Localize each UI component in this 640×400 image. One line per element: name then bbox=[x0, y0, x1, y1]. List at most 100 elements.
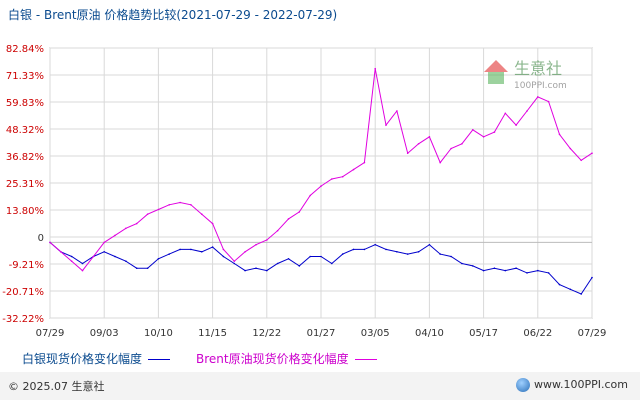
x-tick-label: 05/17 bbox=[469, 328, 498, 339]
data-point bbox=[547, 272, 550, 274]
x-tick-label: 07/29 bbox=[578, 328, 607, 339]
data-point bbox=[472, 129, 474, 131]
data-point bbox=[135, 222, 138, 225]
data-point bbox=[537, 96, 539, 98]
data-point bbox=[515, 267, 517, 270]
data-point bbox=[103, 241, 105, 244]
data-point bbox=[266, 239, 268, 241]
data-point bbox=[352, 248, 355, 251]
y-tick-label: -32.22% bbox=[2, 314, 44, 325]
data-point bbox=[309, 194, 312, 197]
data-point bbox=[201, 213, 203, 215]
data-point bbox=[201, 251, 203, 253]
data-point bbox=[70, 255, 73, 258]
legend-item-brent: Brent原油现货价格变化幅度 bbox=[196, 350, 377, 367]
data-point bbox=[450, 255, 452, 258]
data-point bbox=[385, 248, 387, 251]
data-point bbox=[157, 258, 160, 260]
footer: © 2025.07 生意社 www.100PPI.com bbox=[0, 372, 640, 400]
footer-website[interactable]: www.100PPI.com bbox=[516, 378, 628, 392]
data-point bbox=[309, 255, 312, 258]
data-point bbox=[352, 168, 355, 171]
data-point bbox=[385, 124, 387, 126]
data-point bbox=[146, 267, 149, 270]
data-point bbox=[114, 234, 116, 237]
y-tick-label: 48.32% bbox=[6, 125, 44, 136]
data-point bbox=[417, 143, 420, 145]
data-point bbox=[417, 251, 420, 253]
x-tick-label: 12/22 bbox=[252, 328, 281, 339]
footer-copyright: © 2025.07 生意社 bbox=[8, 380, 105, 393]
data-point bbox=[396, 251, 398, 253]
y-tick-label: 13.80% bbox=[6, 206, 44, 217]
x-tick-label: 10/10 bbox=[144, 328, 173, 339]
x-tick-label: 06/22 bbox=[523, 328, 552, 339]
watermark-url: 100PPI.com bbox=[514, 81, 567, 91]
chart-title: 白银 - Brent原油 价格趋势比较(2021-07-29 - 2022-07… bbox=[8, 8, 338, 22]
data-point bbox=[60, 251, 62, 253]
data-point bbox=[190, 204, 192, 206]
data-point bbox=[233, 262, 236, 265]
data-point bbox=[341, 253, 344, 255]
data-point bbox=[331, 178, 333, 180]
watermark-name: 生意社 bbox=[514, 59, 562, 78]
data-point bbox=[125, 227, 127, 230]
data-point bbox=[406, 152, 409, 154]
y-tick-label: 71.33% bbox=[6, 71, 44, 82]
data-point bbox=[591, 276, 593, 279]
y-tick-label: 0 bbox=[38, 233, 44, 244]
data-point bbox=[168, 204, 170, 206]
data-point bbox=[135, 267, 138, 270]
data-point bbox=[504, 112, 507, 115]
data-point bbox=[157, 208, 160, 211]
data-point bbox=[255, 267, 257, 270]
data-point bbox=[558, 133, 561, 136]
data-point bbox=[482, 269, 485, 272]
x-tick-label: 07/29 bbox=[36, 328, 65, 339]
data-point bbox=[515, 124, 517, 126]
globe-icon bbox=[516, 378, 531, 392]
data-point bbox=[276, 262, 279, 265]
data-point bbox=[537, 269, 539, 272]
data-point bbox=[493, 267, 496, 270]
data-point bbox=[482, 136, 485, 138]
data-point bbox=[580, 293, 582, 295]
data-point bbox=[103, 251, 105, 253]
data-point bbox=[504, 269, 507, 272]
data-point bbox=[450, 147, 452, 150]
y-tick-label: 59.83% bbox=[6, 98, 44, 109]
data-point bbox=[287, 218, 290, 220]
data-point bbox=[569, 147, 572, 150]
data-point bbox=[211, 222, 214, 225]
legend-label-brent: Brent原油现货价格变化幅度 bbox=[196, 352, 349, 366]
data-point bbox=[70, 260, 73, 263]
data-point bbox=[81, 269, 84, 272]
data-point bbox=[363, 161, 366, 164]
legend-label-silver: 白银现货价格变化幅度 bbox=[22, 352, 143, 366]
data-point bbox=[276, 229, 279, 232]
data-point bbox=[580, 159, 582, 162]
y-tick-label: -9.21% bbox=[9, 260, 44, 271]
data-point bbox=[298, 265, 301, 267]
data-point bbox=[146, 213, 149, 215]
data-point bbox=[526, 272, 528, 274]
data-point bbox=[244, 269, 246, 272]
data-point bbox=[320, 185, 322, 187]
data-point bbox=[222, 248, 225, 251]
data-point bbox=[320, 255, 322, 258]
legend-swatch-silver bbox=[148, 359, 171, 360]
data-point bbox=[114, 255, 116, 258]
data-point bbox=[526, 110, 528, 112]
data-point bbox=[439, 253, 442, 255]
y-tick-label: -20.71% bbox=[2, 287, 44, 298]
data-point bbox=[233, 260, 236, 263]
data-point bbox=[341, 175, 344, 178]
legend-item-silver: 白银现货价格变化幅度 bbox=[22, 350, 171, 367]
data-point bbox=[168, 253, 170, 255]
data-point bbox=[374, 243, 377, 246]
data-point bbox=[331, 262, 333, 265]
data-point bbox=[255, 243, 257, 246]
data-point bbox=[374, 67, 377, 70]
